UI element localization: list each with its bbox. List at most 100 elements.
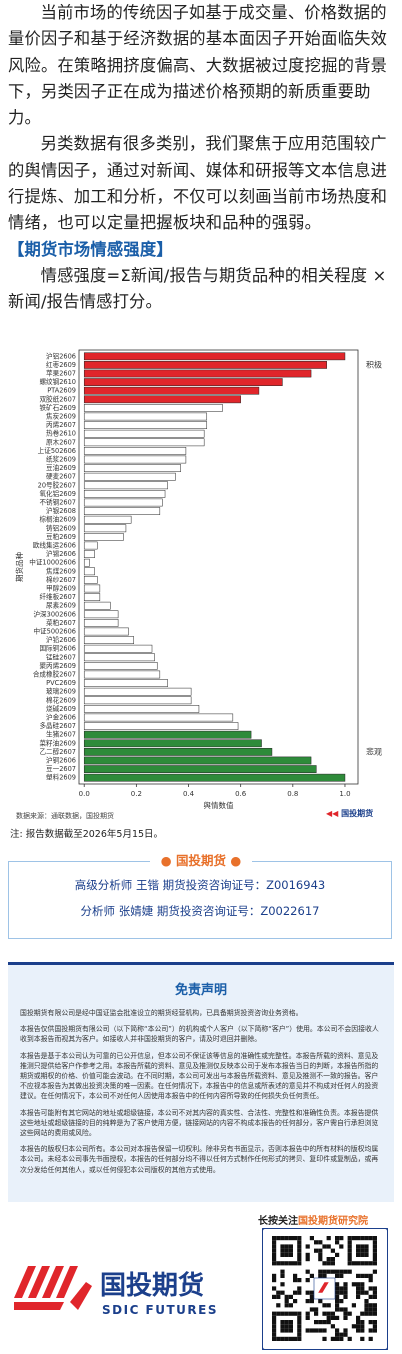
qr-module <box>305 1299 310 1304</box>
qr-module <box>288 1236 293 1241</box>
disclaimer: 免责声明 国投期货有限公司是经中国证监会批准设立的期货经营机构，已具备期货投资咨… <box>8 962 394 1202</box>
qr-module <box>288 1294 293 1299</box>
qr-module <box>305 1278 310 1283</box>
qr-module <box>335 1328 340 1333</box>
qr-module <box>343 1328 348 1333</box>
y-tick-label: 菜粕2607 <box>46 618 76 627</box>
qr-module <box>360 1252 365 1257</box>
formula: 情感强度=Σ新闻/报告与期货品种的相关程度 × 新闻/报告情感打分。 <box>8 265 387 312</box>
qr-module <box>272 1278 277 1283</box>
y-tick-label: 20号胶2607 <box>38 480 76 489</box>
qr-module <box>356 1324 361 1329</box>
section-title: 【期货市场情感强度】 <box>8 239 173 259</box>
bar <box>83 361 327 369</box>
qr-module <box>305 1328 310 1333</box>
qr-module <box>326 1261 331 1266</box>
annotation: 悲观 <box>366 746 382 756</box>
qr-module <box>305 1290 310 1295</box>
qr-module <box>356 1294 361 1299</box>
y-tick-label: 原木2607 <box>46 437 76 446</box>
qr-module <box>309 1290 314 1295</box>
qr-module <box>343 1332 348 1337</box>
qr-module <box>280 1311 285 1316</box>
y-tick-label: 沪金2606 <box>46 713 76 722</box>
qr-module <box>326 1303 331 1308</box>
y-tick-label: 玻璃2609 <box>46 687 76 696</box>
y-tick-label: 不锈钢2607 <box>39 498 76 507</box>
qr-module <box>276 1261 281 1266</box>
qr-module <box>284 1261 289 1266</box>
bar <box>83 670 161 679</box>
qr-module <box>360 1282 365 1287</box>
logo-en: SDIC FUTURES <box>102 1303 218 1317</box>
qr-module <box>293 1299 298 1304</box>
qr-module <box>330 1315 335 1320</box>
qr-module <box>372 1248 377 1253</box>
bar <box>83 584 101 593</box>
qr-module <box>280 1252 285 1257</box>
qr-module <box>272 1332 277 1337</box>
qr-module <box>297 1244 302 1249</box>
qr-module <box>276 1303 281 1308</box>
qr-module <box>297 1240 302 1245</box>
bar <box>83 386 260 395</box>
qr-module <box>272 1336 277 1341</box>
qr-module <box>288 1336 293 1341</box>
qr-module <box>335 1336 340 1341</box>
qr-module <box>368 1311 373 1316</box>
qr-module <box>272 1320 277 1325</box>
y-tick-label: 丙烯2607 <box>46 420 76 429</box>
y-tick-label: 甲醇2609 <box>46 584 76 593</box>
y-tick-label: 合成橡胶2607 <box>33 670 76 679</box>
footer-logo: 国投期货 SDIC FUTURES <box>14 1266 218 1317</box>
qr-module <box>288 1261 293 1266</box>
qr-module <box>305 1244 310 1249</box>
qr-module <box>297 1278 302 1283</box>
qr-module <box>339 1332 344 1337</box>
bar <box>83 507 161 515</box>
qr-module <box>305 1311 310 1316</box>
analyst-line: 高级分析师 王锴 期货投资咨询证号：Z0016943 <box>74 878 326 892</box>
qr-module <box>360 1244 365 1249</box>
bar <box>83 653 155 662</box>
bar <box>83 662 158 670</box>
qr-module <box>372 1307 377 1312</box>
qr-module <box>293 1290 298 1295</box>
qr-module <box>318 1269 323 1274</box>
qr-module <box>272 1324 277 1329</box>
qr-module <box>364 1244 369 1249</box>
qr-module <box>280 1282 285 1287</box>
qr-module <box>372 1240 377 1245</box>
y-tick-label: 红枣2609 <box>46 360 76 369</box>
qr-module <box>351 1324 356 1329</box>
qr-module <box>343 1286 348 1291</box>
bar <box>83 369 312 378</box>
qr-module <box>330 1324 335 1329</box>
qr-module <box>372 1290 377 1295</box>
analyst-title-text: 国投期货 <box>175 853 226 868</box>
qr-module <box>280 1273 285 1278</box>
qr-module <box>297 1257 302 1262</box>
qr-module <box>280 1248 285 1253</box>
qr-module <box>364 1273 369 1278</box>
qr-module <box>326 1311 331 1316</box>
source-logo: ◀◀ 国投期货 <box>326 808 373 819</box>
bar <box>83 429 205 438</box>
qr-code[interactable] <box>262 1228 388 1350</box>
qr-module <box>297 1336 302 1341</box>
qr-module <box>335 1307 340 1312</box>
y-tick-label: 硬麦2607 <box>46 472 76 481</box>
qr-module <box>284 1311 289 1316</box>
qr-module <box>343 1315 348 1320</box>
bar <box>83 550 95 558</box>
qr-module <box>330 1248 335 1253</box>
qr-module <box>297 1315 302 1320</box>
qr-module <box>288 1252 293 1257</box>
qr-module <box>372 1252 377 1257</box>
qr-module <box>322 1273 327 1278</box>
qr-module <box>335 1294 340 1299</box>
qr-module <box>272 1315 277 1320</box>
qr-module <box>309 1236 314 1241</box>
qr-module <box>284 1336 289 1341</box>
